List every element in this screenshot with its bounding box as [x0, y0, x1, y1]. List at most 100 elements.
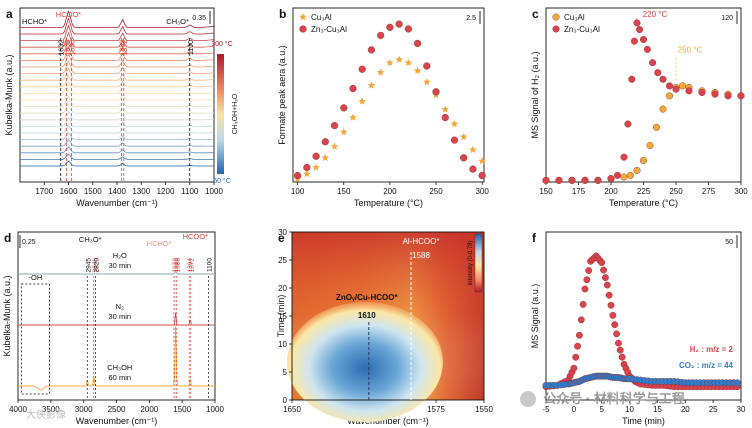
data-point-circle — [611, 321, 619, 329]
spectrum-trace — [20, 38, 215, 55]
data-point-star — [303, 169, 311, 178]
trace-sublabel: 60 min — [109, 373, 132, 382]
data-point-circle — [570, 364, 578, 372]
spectrum-trace — [20, 131, 214, 140]
y-tick-label: 10 — [278, 340, 287, 349]
panel-letter: d — [4, 231, 11, 245]
data-point-star — [330, 142, 339, 150]
x-tick-label: 1550 — [475, 405, 493, 414]
data-point-circle — [659, 75, 667, 83]
species-label: HCHO* — [147, 239, 172, 248]
data-point-circle — [441, 113, 449, 122]
data-point-circle — [312, 152, 320, 160]
data-point-circle — [542, 176, 550, 184]
reference-label: 1100 — [188, 40, 195, 55]
x-tick-label: 25 — [709, 405, 718, 414]
data-point-star — [441, 105, 450, 113]
data-point-circle — [377, 31, 385, 39]
data-point-star — [469, 145, 477, 154]
trace-label: CH₃OH — [107, 363, 132, 372]
scale-label: 0.35 — [192, 15, 206, 22]
data-point-circle — [413, 39, 422, 48]
data-point-circle — [620, 173, 628, 181]
data-point-circle — [349, 84, 357, 93]
y-axis-label: MS Signal (a.u.) — [530, 284, 540, 349]
data-point-circle — [659, 105, 667, 113]
data-point-star — [395, 55, 403, 63]
y-tick-label: 5 — [283, 368, 288, 377]
y-tick-label: 30 — [278, 228, 287, 237]
species-label: -OH — [29, 273, 43, 282]
data-point-circle — [653, 123, 661, 131]
data-point-circle — [607, 175, 615, 183]
data-point-circle — [679, 82, 687, 90]
data-point-circle — [614, 171, 622, 179]
species-label: HCHO* — [22, 17, 47, 26]
trace-label: N₂ — [116, 302, 124, 311]
data-point-star — [404, 58, 413, 67]
data-point-circle — [603, 281, 611, 289]
data-point-circle — [404, 25, 412, 33]
x-tick-label: 150 — [337, 187, 351, 196]
legend-marker — [552, 13, 560, 21]
data-point-star — [376, 68, 385, 76]
data-point-circle — [583, 276, 591, 284]
data-point-circle — [576, 331, 583, 339]
data-point-circle — [609, 311, 617, 319]
data-point-circle — [577, 316, 585, 324]
y-axis-label: Formate peak aera (a.u.) — [277, 45, 287, 145]
legend-label: Zn₃-Cu₃Al — [564, 25, 600, 34]
x-tick-label: 1650 — [283, 405, 301, 414]
scale-label: 2.5 — [466, 15, 476, 22]
data-point-circle — [605, 291, 613, 299]
data-point-circle — [600, 266, 607, 274]
x-tick-label: 200 — [383, 187, 397, 196]
data-point-star — [386, 58, 394, 67]
data-point-circle — [579, 300, 587, 308]
data-point-circle — [654, 69, 662, 77]
spectrum-trace — [18, 312, 215, 326]
y-tick-label: 15 — [278, 312, 287, 321]
data-point-circle — [630, 37, 638, 45]
data-point-circle — [733, 379, 741, 387]
data-point-circle — [450, 136, 459, 144]
data-point-star — [422, 78, 431, 86]
data-point-circle — [646, 142, 654, 150]
data-point-circle — [460, 154, 468, 162]
panel-e-frame — [291, 231, 485, 401]
reference-label: 1632 — [171, 258, 178, 273]
watermark-text: 公众号 · 材料科学与工程 — [543, 391, 685, 406]
data-point-star — [450, 120, 459, 128]
data-point-circle — [666, 82, 674, 90]
x-tick-label: 2500 — [108, 405, 126, 414]
y-axis-label: Time (min) — [276, 295, 286, 338]
x-tick-label: 300 — [734, 187, 748, 196]
data-point-circle — [616, 346, 624, 354]
y-axis-label: Kubelka-Munk (a.u.) — [2, 275, 12, 356]
trace-sublabel: 30 min — [109, 261, 132, 270]
y-tick-label: 0 — [283, 396, 288, 405]
spectrum-trace — [20, 146, 214, 154]
data-point-star — [367, 81, 376, 89]
data-point-circle — [685, 87, 693, 95]
panel-letter: e — [278, 231, 285, 245]
reference-label: 2820 — [93, 258, 100, 273]
colorbar — [474, 233, 483, 293]
x-tick-label: 100 — [291, 187, 305, 196]
data-point-circle — [555, 176, 563, 184]
data-point-star — [478, 157, 486, 165]
data-point-circle — [585, 267, 593, 274]
spectrum-trace — [20, 10, 215, 28]
reference-label: 1608 — [65, 40, 72, 56]
legend-marker — [299, 25, 307, 33]
scale-label: 0.25 — [22, 239, 36, 246]
reference-label: 2846 — [92, 258, 99, 273]
reference-label: 1588 — [174, 258, 181, 273]
annotation-label: 1588 — [412, 251, 430, 260]
x-tick-label: 2000 — [140, 405, 158, 414]
data-point-circle — [711, 90, 719, 98]
colorbar — [217, 54, 224, 174]
species-label: HCOO* — [183, 232, 209, 241]
x-tick-label: 300 — [475, 187, 489, 196]
